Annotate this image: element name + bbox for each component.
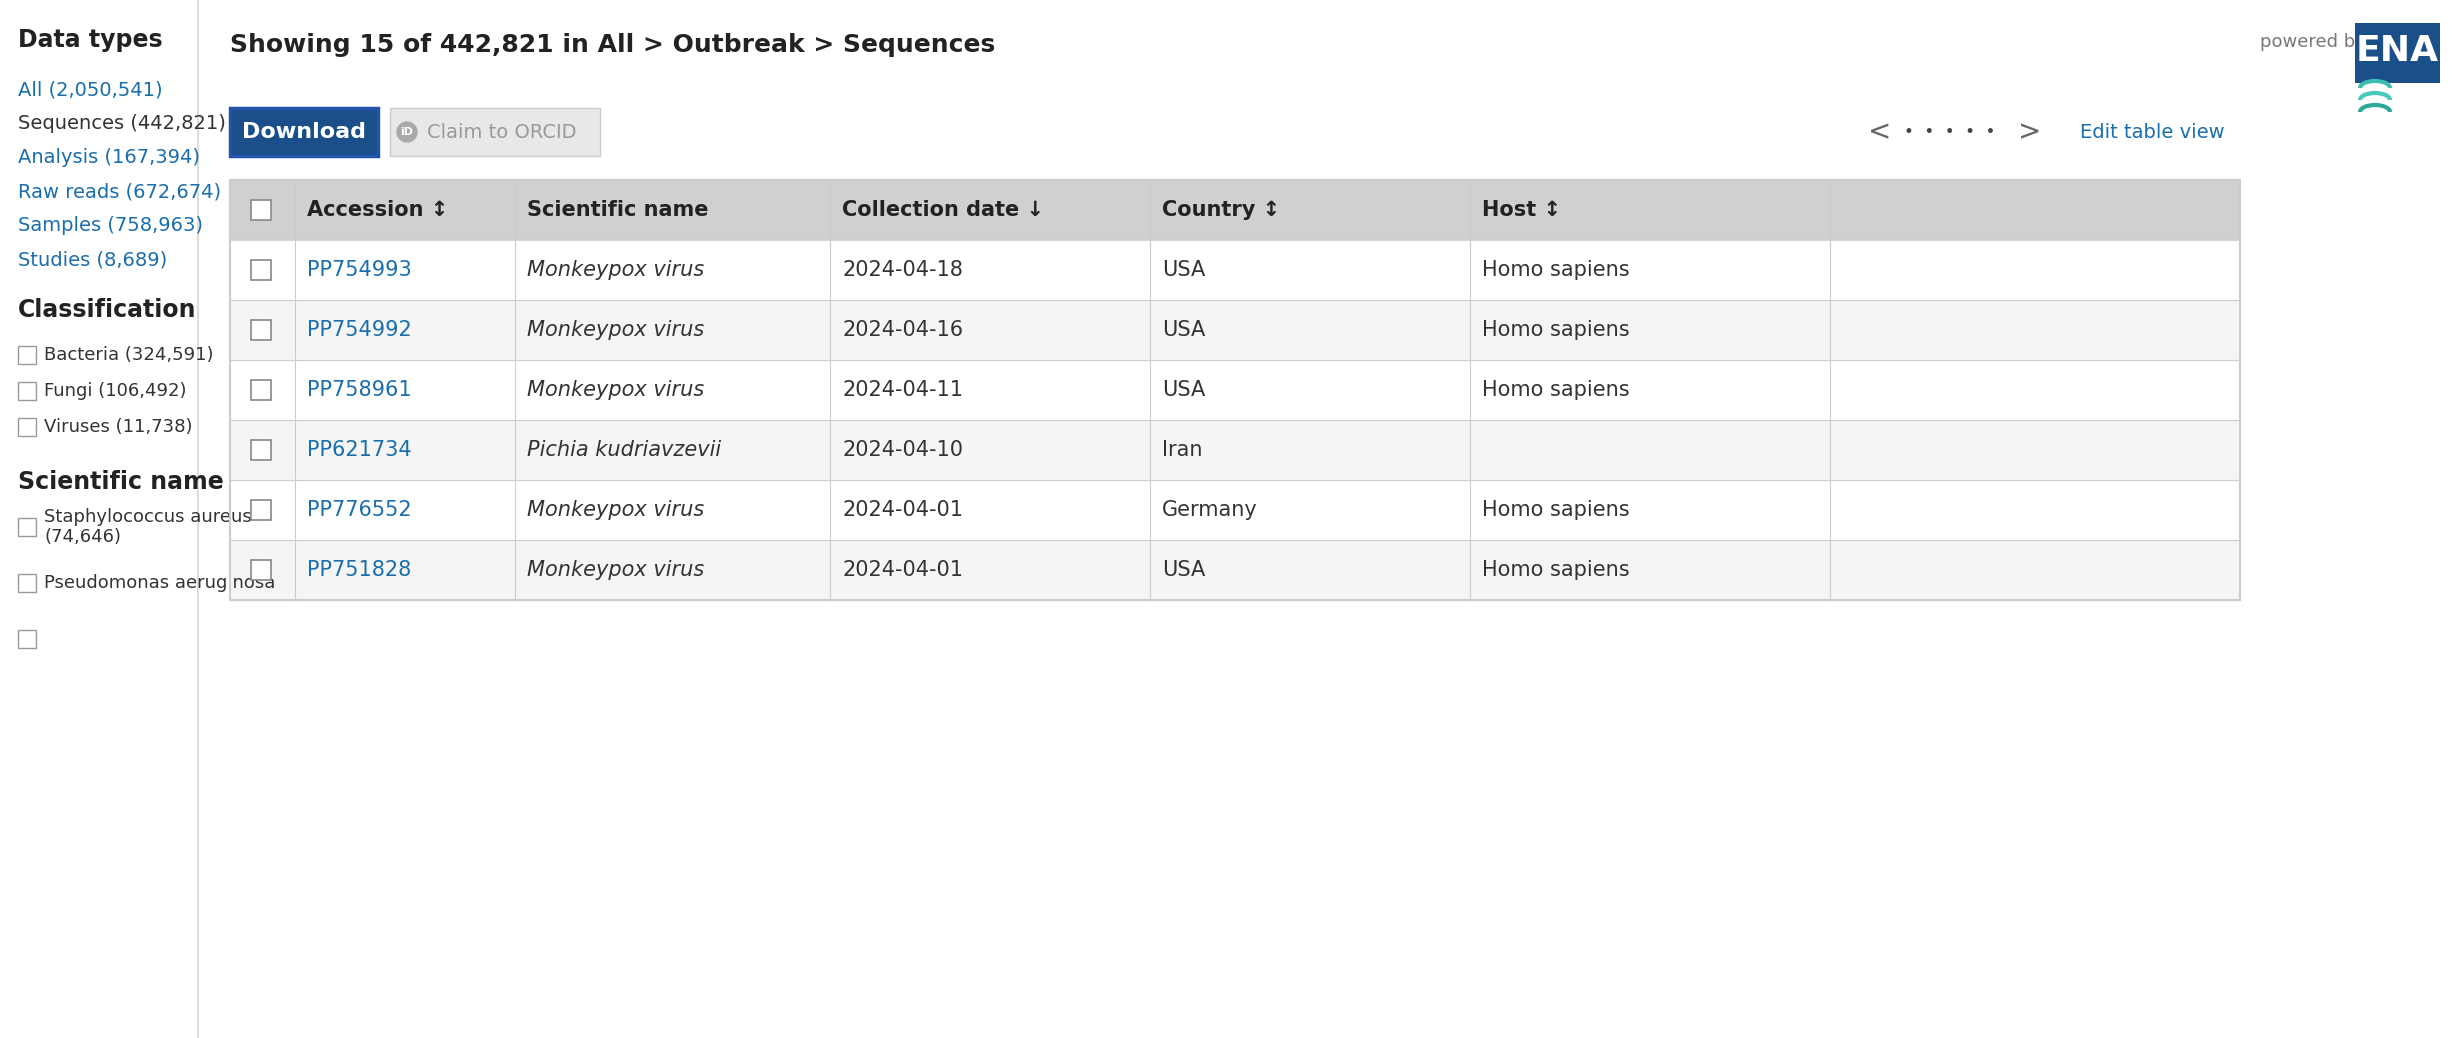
Text: Collection date ↓: Collection date ↓ — [841, 200, 1045, 220]
Text: Claim to ORCID: Claim to ORCID — [427, 122, 576, 141]
Text: Homo sapiens: Homo sapiens — [1481, 320, 1631, 340]
Text: PP754992: PP754992 — [306, 320, 412, 340]
FancyBboxPatch shape — [17, 574, 37, 592]
Bar — [230, 300, 2241, 360]
Text: Studies (8,689): Studies (8,689) — [17, 250, 167, 269]
Text: PP754993: PP754993 — [306, 260, 412, 280]
Text: Iran: Iran — [1162, 440, 1201, 460]
Text: USA: USA — [1162, 559, 1206, 580]
FancyBboxPatch shape — [250, 320, 270, 340]
Text: Raw reads (672,674): Raw reads (672,674) — [17, 182, 221, 201]
Text: iD: iD — [400, 127, 414, 137]
Text: Scientific name: Scientific name — [17, 470, 223, 494]
Text: ENA: ENA — [2356, 34, 2440, 69]
Circle shape — [397, 122, 417, 142]
Text: Data types: Data types — [17, 28, 162, 52]
FancyBboxPatch shape — [17, 346, 37, 364]
Text: >: > — [2018, 118, 2043, 146]
Bar — [230, 360, 2241, 420]
Text: USA: USA — [1162, 260, 1206, 280]
Bar — [230, 480, 2241, 540]
Bar — [230, 540, 2241, 600]
Text: Monkeypox virus: Monkeypox virus — [527, 380, 704, 400]
FancyBboxPatch shape — [17, 382, 37, 400]
Text: 2024-04-01: 2024-04-01 — [841, 559, 964, 580]
Text: USA: USA — [1162, 380, 1206, 400]
Text: Accession ↕: Accession ↕ — [306, 200, 449, 220]
Text: PP621734: PP621734 — [306, 440, 412, 460]
Text: Monkeypox virus: Monkeypox virus — [527, 559, 704, 580]
FancyBboxPatch shape — [250, 200, 270, 220]
Text: Samples (758,963): Samples (758,963) — [17, 216, 204, 235]
FancyBboxPatch shape — [390, 108, 601, 156]
Text: Download: Download — [243, 122, 365, 142]
Text: 2024-04-16: 2024-04-16 — [841, 320, 964, 340]
Bar — [230, 180, 2241, 240]
FancyBboxPatch shape — [250, 260, 270, 280]
Text: Homo sapiens: Homo sapiens — [1481, 559, 1631, 580]
FancyBboxPatch shape — [230, 108, 378, 156]
Text: Fungi (106,492): Fungi (106,492) — [44, 382, 186, 400]
Text: 2024-04-01: 2024-04-01 — [841, 500, 964, 520]
Text: PP776552: PP776552 — [306, 500, 412, 520]
Text: •  •  •  •  •: • • • • • — [1905, 122, 1996, 141]
Text: Homo sapiens: Homo sapiens — [1481, 380, 1631, 400]
Text: Classification: Classification — [17, 298, 196, 322]
Text: Analysis (167,394): Analysis (167,394) — [17, 148, 201, 167]
FancyBboxPatch shape — [250, 380, 270, 400]
FancyBboxPatch shape — [17, 518, 37, 536]
Text: USA: USA — [1162, 320, 1206, 340]
Text: powered by: powered by — [2261, 33, 2366, 51]
Text: Homo sapiens: Homo sapiens — [1481, 500, 1631, 520]
FancyBboxPatch shape — [250, 500, 270, 520]
Text: 2024-04-11: 2024-04-11 — [841, 380, 964, 400]
Text: <: < — [1868, 118, 1890, 146]
Text: Staphylococcus aureus
(74,646): Staphylococcus aureus (74,646) — [44, 508, 253, 546]
Text: Edit table view: Edit table view — [2079, 122, 2224, 141]
Text: Monkeypox virus: Monkeypox virus — [527, 500, 704, 520]
Text: Showing 15 of 442,821 in All > Outbreak > Sequences: Showing 15 of 442,821 in All > Outbreak … — [230, 33, 996, 57]
Text: All (2,050,541): All (2,050,541) — [17, 80, 162, 99]
Text: Monkeypox virus: Monkeypox virus — [527, 320, 704, 340]
Text: Pseudomonas aeruginosa: Pseudomonas aeruginosa — [44, 574, 275, 592]
FancyBboxPatch shape — [250, 440, 270, 460]
Text: Sequences (442,821): Sequences (442,821) — [17, 114, 226, 133]
Text: Host ↕: Host ↕ — [1481, 200, 1562, 220]
Text: Bacteria (324,591): Bacteria (324,591) — [44, 346, 213, 364]
Text: PP751828: PP751828 — [306, 559, 412, 580]
Text: Country ↕: Country ↕ — [1162, 200, 1280, 220]
Text: Pichia kudriavzevii: Pichia kudriavzevii — [527, 440, 721, 460]
Text: Viruses (11,738): Viruses (11,738) — [44, 418, 194, 436]
Text: PP758961: PP758961 — [306, 380, 412, 400]
FancyBboxPatch shape — [17, 418, 37, 436]
FancyBboxPatch shape — [17, 630, 37, 648]
FancyBboxPatch shape — [2354, 23, 2440, 83]
Text: Homo sapiens: Homo sapiens — [1481, 260, 1631, 280]
FancyBboxPatch shape — [250, 559, 270, 580]
Bar — [230, 180, 2241, 600]
Bar — [230, 240, 2241, 300]
Text: 2024-04-18: 2024-04-18 — [841, 260, 964, 280]
Text: Monkeypox virus: Monkeypox virus — [527, 260, 704, 280]
Text: Germany: Germany — [1162, 500, 1258, 520]
Bar — [230, 420, 2241, 480]
Text: Scientific name: Scientific name — [527, 200, 709, 220]
Text: 2024-04-10: 2024-04-10 — [841, 440, 964, 460]
